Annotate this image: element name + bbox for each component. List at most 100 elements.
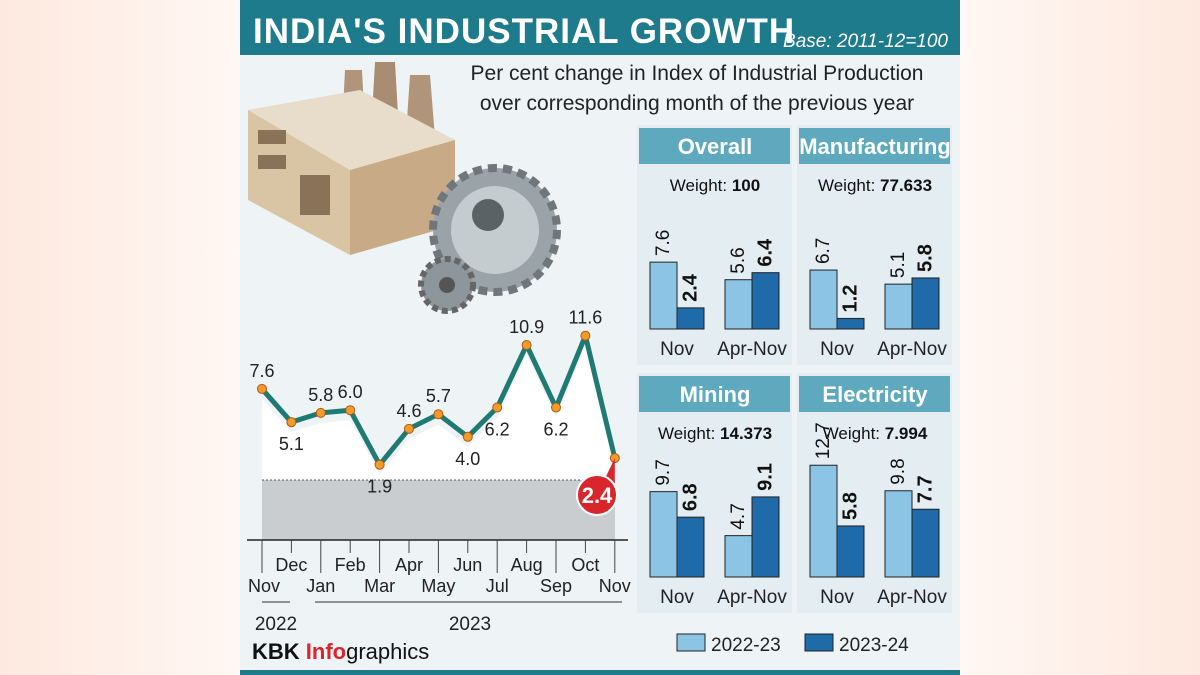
data-point: [462, 431, 473, 442]
x-tick-label: Oct: [571, 555, 599, 575]
bar: [884, 490, 913, 578]
weight-value: 77.633: [880, 176, 932, 195]
bar-value-label: 6.7: [813, 238, 834, 264]
panel-weight: Weight: 77.633: [818, 176, 932, 195]
x-tick-label: Jul: [486, 576, 509, 596]
brand-bold: KBK: [252, 639, 306, 664]
bar: [836, 525, 865, 578]
x-tick-label: Apr: [395, 555, 423, 575]
bar: [751, 272, 780, 330]
bar: [676, 307, 705, 330]
legend-label-2023-24: 2023-24: [839, 635, 909, 656]
bar: [809, 464, 838, 578]
x-tick-label: Jun: [453, 555, 482, 575]
panel-title: Electricity: [822, 382, 928, 407]
bottom-bar: [240, 670, 960, 675]
bar-value-label: 9.7: [653, 459, 674, 485]
x-tick-label: Jan: [306, 576, 335, 596]
data-label: 6.2: [543, 420, 568, 440]
bar-value-label: 9.8: [888, 458, 909, 484]
data-point: [374, 459, 385, 470]
bar: [751, 496, 780, 578]
data-point: [492, 402, 503, 413]
bar-panels: Overall Weight: 100 7.62.4 Nov 5.6 6.4 Apr-Nov…: [637, 125, 952, 613]
panel-title: Mining: [680, 382, 751, 407]
bar: [724, 279, 753, 330]
subtitle-line-2: over corresponding month of the previous…: [480, 92, 914, 115]
bar: [676, 516, 705, 578]
weight-value: 7.994: [885, 424, 928, 443]
brand-rest: graphics: [346, 639, 429, 664]
bar-value-label: 4.7: [728, 503, 749, 529]
x-tick-label: Sep: [540, 576, 572, 596]
data-point: [551, 402, 561, 413]
data-label: 4.0: [455, 449, 480, 469]
bar: [809, 269, 838, 330]
category-label: Apr-Nov: [877, 587, 947, 608]
weight-label: Weight:: [823, 424, 885, 443]
x-tick-label: Dec: [275, 555, 307, 575]
bar-value-label: 6.8: [679, 483, 701, 511]
data-label: 5.1: [279, 434, 304, 454]
x-tick-label: Feb: [335, 555, 366, 575]
base-note: Base: 2011-12=100: [783, 31, 948, 52]
bar-value-label: 9.1: [754, 463, 776, 491]
category-label: Apr-Nov: [717, 587, 787, 608]
data-label: 5.8: [308, 385, 333, 405]
panel-manufacturing: Manufacturing Weight: 77.633 6.71.2 Nov 5.1 5…: [797, 125, 952, 365]
panel-header: [799, 376, 950, 412]
bar: [836, 317, 865, 330]
bar-value-label: 5.8: [839, 492, 861, 520]
data-point: [286, 417, 297, 428]
panel-weight: Weight: 7.994: [823, 424, 928, 443]
panel-mining: Mining Weight: 14.373 9.76.8 Nov 4.79.1 Apr-N…: [637, 373, 792, 613]
category-label: Nov: [660, 587, 694, 608]
x-tick-label: May: [421, 576, 455, 596]
bar: [649, 261, 678, 330]
bar-value-label: 1.2: [839, 285, 861, 313]
line-chart: 7.65.15.8 6.01.94.65.74.06.210.96.211.62.…: [247, 308, 631, 635]
category-label: Apr-Nov: [717, 339, 787, 360]
area-fill: [262, 345, 615, 480]
bar: [911, 277, 940, 330]
weight-value: 14.373: [720, 424, 772, 443]
data-point: [521, 340, 532, 351]
bar-value-label: 12.7: [813, 422, 834, 459]
panel-title: Overall: [678, 134, 753, 159]
panel-header: [799, 128, 950, 164]
bar-value-label: 5.8: [914, 244, 936, 272]
legend-label-2022-23: 2022-23: [711, 635, 781, 656]
year-label: 2022: [255, 614, 297, 635]
x-tick-label: Aug: [511, 555, 543, 575]
brand-credit: KBK Infographics: [252, 639, 429, 664]
negative-zone: [262, 480, 615, 540]
x-tick-label: Mar: [364, 576, 395, 596]
bar: [724, 535, 753, 578]
data-label: 4.6: [396, 401, 421, 421]
legend: 2022-23 2023-24: [676, 633, 909, 656]
panel-header: [639, 376, 790, 412]
data-label: 6.2: [485, 420, 510, 440]
data-label: 10.9: [509, 317, 544, 337]
bar-value-label: 7.6: [653, 230, 674, 256]
weight-label: Weight:: [658, 424, 720, 443]
data-point: [580, 330, 591, 341]
category-label: Nov: [820, 339, 854, 360]
data-label: 6.0: [338, 382, 363, 402]
weight-value: 100: [732, 176, 760, 195]
category-label: Apr-Nov: [877, 339, 947, 360]
gear-illustration: [418, 164, 561, 314]
bar-value-label: 7.7: [914, 475, 936, 503]
brand-red: Info: [306, 639, 346, 664]
title: INDIA'S INDUSTRIAL GROWTH: [253, 12, 795, 51]
x-tick-label: Nov: [248, 576, 280, 596]
data-point: [404, 423, 414, 434]
bar-value-label: 6.4: [754, 238, 776, 267]
panel-weight: Weight: 100: [670, 176, 760, 195]
category-label: Nov: [820, 587, 854, 608]
panel-header: [639, 128, 790, 164]
weight-label: Weight:: [818, 176, 880, 195]
bar: [911, 508, 940, 578]
